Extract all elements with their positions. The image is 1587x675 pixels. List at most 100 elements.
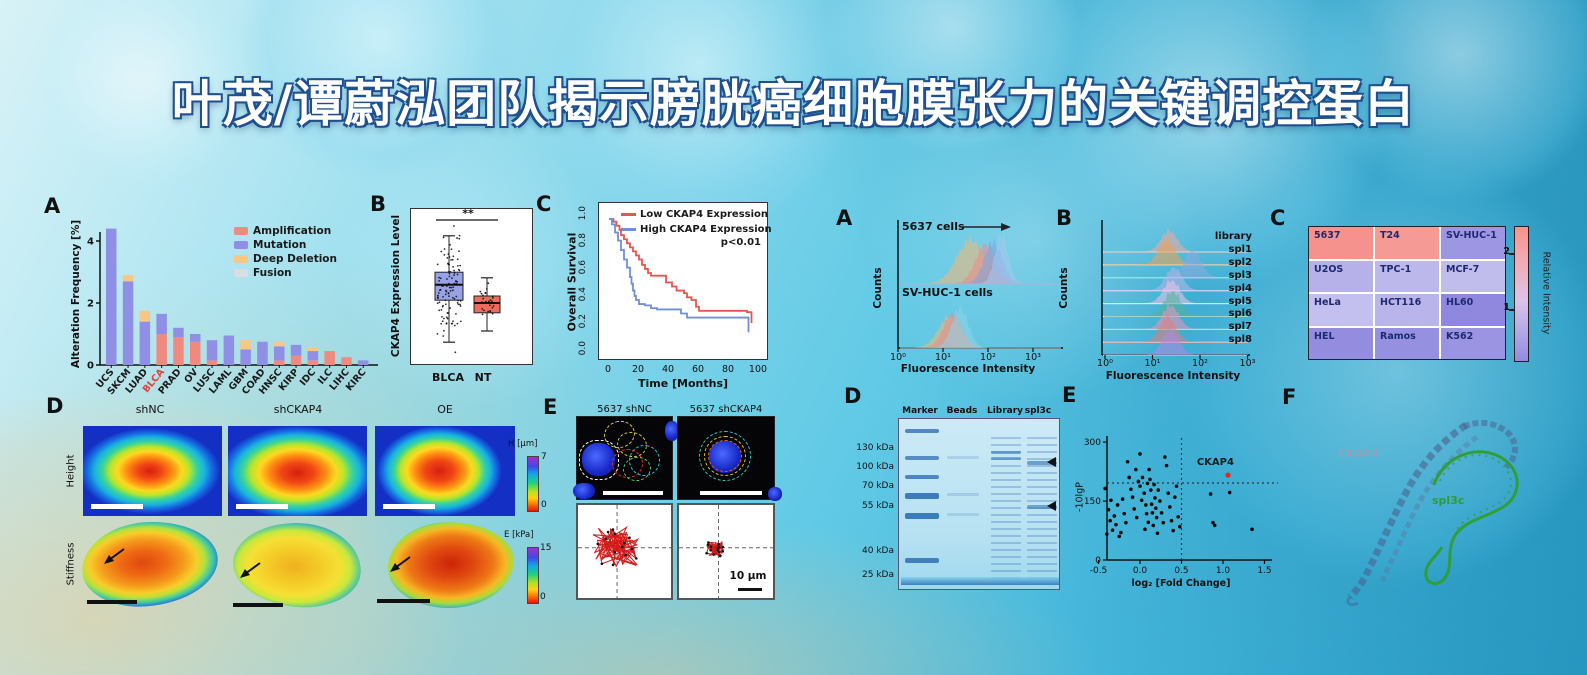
x-axis-label: Time [Months] [637,377,729,390]
bar-segment [190,341,201,365]
histogram-curve [900,313,1061,349]
trajectory-endpoint [624,553,627,557]
data-point [1176,514,1180,519]
panel-letter: A [836,206,853,230]
ridge-curve [1104,227,1248,253]
data-point [1227,490,1232,495]
volcano-scatter: 0150300CKAP4 [1084,430,1285,570]
data-point [491,296,494,299]
x-tick-label: 10⁰ [890,352,906,363]
trajectory-path [592,525,638,565]
legend-swatch [234,241,248,249]
data-point [448,275,451,278]
bar-segment [206,360,218,365]
arrow-head [104,555,114,564]
column-5637-shckap4: 5637 shCKAP4 [689,404,763,415]
protein-ribbon [1347,422,1468,600]
data-point [440,322,443,325]
trajectory-endpoint [611,563,615,567]
data-point [451,289,454,292]
bar-segment [290,355,302,365]
panel-afm: D shNC shCKAP4 OE Height Stiffness H [μm… [40,394,592,638]
data-point [445,289,447,292]
banner-title: 叶茂/谭蔚泓团队揭示膀胱癌细胞膜张力的关键调控蛋白 [171,75,1416,133]
highlight-point [1225,472,1231,478]
bar-segment [206,340,218,361]
legend-label: Low CKAP4 Expression [640,209,769,220]
bar-segment [223,335,235,365]
data-point [1153,496,1157,500]
data-point [440,309,443,311]
data-point [489,310,492,313]
data-point [436,263,439,266]
x-tick-label: 1.5 [1257,566,1272,576]
data-point [449,270,452,273]
data-point [1151,523,1156,528]
alteration-legend: Amplification Mutation Deep Deletion Fusion [234,224,337,280]
dye-front [901,577,1059,585]
beads-band [947,513,979,516]
data-point [1132,507,1136,511]
cell-outline [699,431,751,481]
y-tick-label: 0.2 [578,314,588,329]
data-point [1152,482,1156,487]
panel-letter: C [536,192,552,216]
bar-segment [139,321,151,365]
trajectory-endpoint [596,542,600,546]
legend-label: Mutation [253,239,307,251]
weight-55: 55 kDa [862,501,894,511]
data-point [491,295,494,298]
weight-70: 70 kDa [862,481,894,491]
bar-segment [122,275,134,282]
scale-bar [603,491,663,495]
column-5637-shnc: 5637 shNC [597,404,652,415]
data-point [455,295,458,298]
ridge-svg [1101,220,1250,359]
cell-outline [708,440,742,472]
data-point [443,253,446,256]
ridge-row-label: spl4 [1228,282,1253,294]
data-point [456,322,459,325]
data-point [453,282,456,285]
data-point [1114,522,1118,527]
legend-swatch [234,227,248,235]
data-point [491,306,494,309]
data-point [452,320,454,323]
data-point [442,329,445,332]
data-point [1149,502,1154,506]
aptamer-label: spl3c [1432,494,1465,507]
data-point [449,307,452,309]
data-point [1120,497,1125,501]
data-point [480,292,483,295]
data-point [450,286,453,289]
x-category-label: IDC [298,367,318,388]
ridge-curve [1104,326,1248,356]
boxplot-chart: ** [410,207,533,365]
data-point [449,290,452,292]
data-point [450,258,452,261]
data-point [1158,499,1162,503]
data-point [481,294,484,297]
legend-item: High CKAP4 Expression [621,222,772,237]
data-point [1156,488,1161,492]
data-point [453,272,456,274]
tick-label: 4 [87,237,94,248]
panel-selex: B Counts Fluorescence Intensity library s… [1050,200,1280,390]
data-point [456,258,459,261]
data-point [440,250,443,253]
panel-heatmap: C 5637 T24 SV-HUC-1 U2OS TPC-1 MCF-7 HeLa HCT11… [1264,200,1574,385]
library-lane [991,437,1021,582]
bar-segment [156,334,167,365]
panel-flow: A 5637 cells SV-HUC-1 cells Counts Fluor… [832,200,1072,385]
spl3c-band [1027,461,1057,465]
heatmap-cell: HCT116 [1375,294,1439,326]
colorbar-tick-mark [1509,253,1514,255]
data-point [1173,495,1177,499]
bar-segment [307,360,319,365]
protein-ribbon [1346,595,1359,607]
height-colorbar-title: H [μm] [508,439,538,449]
stiffness-arrows [40,394,592,638]
colorbar-tick-2: 2 [1503,246,1510,257]
heatmap-cell: Ramos [1375,327,1439,359]
